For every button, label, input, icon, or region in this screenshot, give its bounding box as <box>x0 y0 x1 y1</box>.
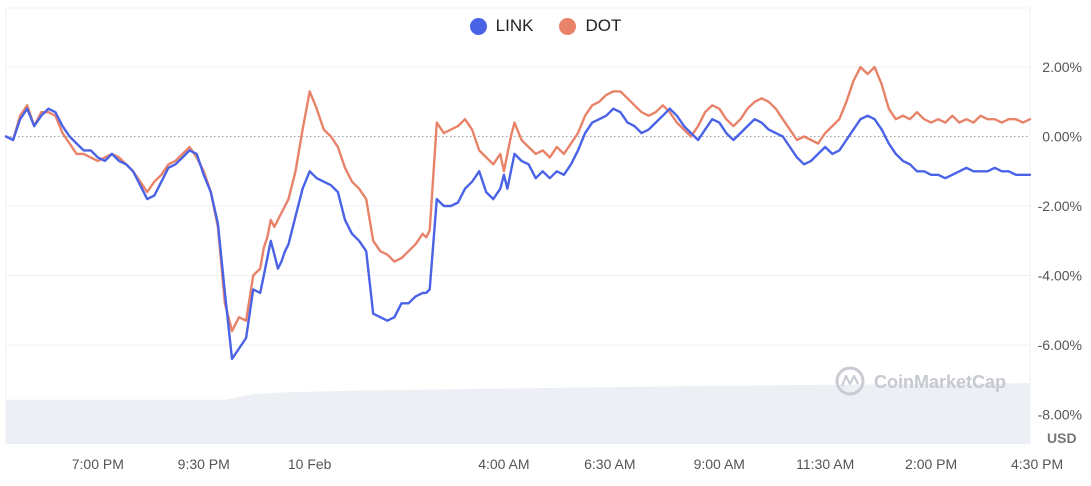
legend-item-dot[interactable]: DOT <box>559 16 621 36</box>
legend-label-link: LINK <box>495 16 534 35</box>
coinmarketcap-logo-icon <box>835 366 865 396</box>
series-lines <box>4 65 1032 361</box>
legend: LINK DOT <box>0 16 1091 36</box>
y-tick-label: -6.00% <box>1038 337 1082 353</box>
x-tick-label: 2:00 PM <box>905 456 957 472</box>
y-tick-label: 2.00% <box>1042 59 1082 75</box>
y-tick-label: -8.00% <box>1038 406 1082 422</box>
watermark: CoinMarketCap <box>835 366 1006 396</box>
watermark-text: CoinMarketCap <box>874 372 1006 392</box>
y-tick-label: -4.00% <box>1038 268 1082 284</box>
x-tick-label: 6:30 AM <box>584 456 635 472</box>
coinmarketcap-logo-wave-icon <box>840 374 859 387</box>
volume-area <box>6 383 1030 444</box>
x-tick-label: 9:00 AM <box>694 456 745 472</box>
legend-item-link[interactable]: LINK <box>469 16 534 36</box>
y-tick-label: -2.00% <box>1038 198 1082 214</box>
x-tick-label: 11:30 AM <box>796 456 854 472</box>
legend-label-dot: DOT <box>585 16 622 35</box>
x-axis: 7:00 PM 9:30 PM 10 Feb 4:00 AM 6:30 AM 9:00 A… <box>72 456 1063 472</box>
y-axis: 2.00% 0.00% -2.00% -4.00% -6.00% -8.00% <box>1038 59 1082 422</box>
x-tick-label: 4:00 AM <box>478 456 529 472</box>
y-tick-label: 0.00% <box>1042 129 1082 145</box>
series-line-link[interactable] <box>4 107 1032 361</box>
currency-label: USD <box>1047 430 1077 446</box>
legend-dot-dot <box>559 17 577 35</box>
x-tick-label: 9:30 PM <box>178 456 230 472</box>
x-tick-label: 7:00 PM <box>72 456 124 472</box>
volume-fill <box>6 383 1030 444</box>
series-line-dot[interactable] <box>4 65 1032 333</box>
x-tick-label: 10 Feb <box>288 456 332 472</box>
legend-dot-link <box>469 17 487 35</box>
x-tick-label: 4:30 PM <box>1011 456 1063 472</box>
